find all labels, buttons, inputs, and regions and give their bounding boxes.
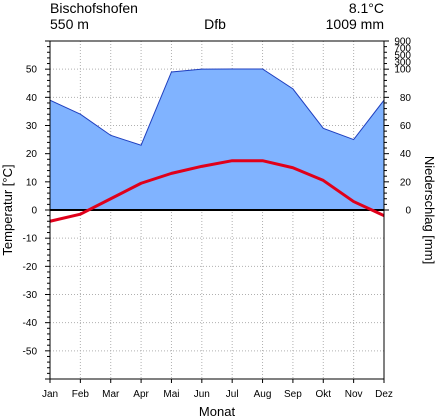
right-tick-label: 500: [394, 51, 411, 62]
precipitation-area: [49, 68, 385, 210]
x-axis: Jan Feb Mar Apr Mai Jun Jul Aug Sep Okt Nov Dez: [42, 379, 393, 400]
temperature-curve: [49, 159, 385, 223]
x-tick-label: Okt: [315, 389, 331, 400]
precipitation-fill: [50, 68, 384, 210]
right-tick-label: 900: [394, 37, 411, 48]
right-tick-label: 20: [400, 177, 412, 188]
right-tick-label: 60: [400, 121, 412, 132]
x-tick-label: Dez: [375, 389, 393, 400]
x-tick-label: Nov: [345, 389, 363, 400]
left-tick-label: 40: [26, 93, 38, 104]
left-tick-label: -10: [23, 234, 38, 245]
left-tick-label: 10: [26, 177, 38, 188]
x-tick-label: Sep: [284, 389, 302, 400]
x-tick-label: Apr: [133, 389, 149, 400]
x-tick-label: Jan: [42, 389, 58, 400]
left-axis: -50 -40 -30 -20 -10 0 10 20 30 40 50: [23, 40, 50, 380]
climate-class: Dfb: [204, 16, 226, 32]
x-axis-label: Monat: [199, 404, 236, 418]
x-tick-label: Feb: [72, 389, 90, 400]
left-tick-label: -40: [23, 318, 38, 329]
right-tick-label: 700: [394, 44, 411, 55]
right-tick-label: 40: [400, 149, 412, 160]
x-tick-label: Jun: [194, 389, 210, 400]
x-tick-label: Mar: [102, 389, 120, 400]
right-tick-label: 100: [394, 65, 411, 76]
left-tick-label: 30: [26, 121, 38, 132]
precipitation-line: [49, 68, 385, 146]
left-tick-label: -20: [23, 262, 38, 273]
elevation: 550 m: [50, 16, 89, 32]
left-tick-label: 0: [31, 206, 37, 217]
mean-temperature: 8.1°C: [349, 0, 384, 16]
y-axis-label-left: Temperatur [°C]: [0, 164, 15, 255]
left-tick-label: 50: [26, 65, 38, 76]
x-tick-label: Jul: [226, 389, 239, 400]
left-tick-label: -50: [23, 346, 38, 357]
station-name: Bischofshofen: [50, 0, 138, 16]
right-tick-label: 0: [405, 206, 411, 217]
left-tick-label: 20: [26, 149, 38, 160]
left-tick-label: -30: [23, 290, 38, 301]
y-axis-label-right: Niederschlag [mm]: [422, 156, 437, 264]
x-tick-label: Mai: [163, 389, 179, 400]
right-tick-label: 80: [400, 93, 412, 104]
annual-precipitation: 1009 mm: [326, 16, 384, 32]
right-tick-label: 300: [394, 58, 411, 69]
x-tick-label: Aug: [254, 389, 272, 400]
